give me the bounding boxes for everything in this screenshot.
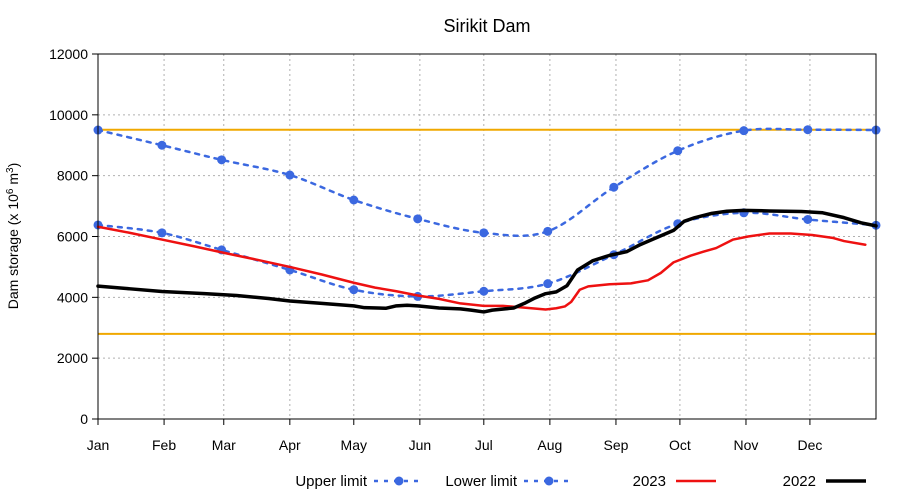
series-point [609,182,619,192]
series-point [803,125,813,135]
series-point [479,286,489,296]
y-axis-label: Dam storage (x 106 m3) [5,163,21,310]
series-point [803,214,813,224]
chart-title: Sirikit Dam [443,16,530,36]
series-point [543,226,553,236]
legend-marker [544,476,554,486]
series-point [673,146,683,156]
y-tick-label: 8000 [57,168,88,184]
legend-label: Upper limit [295,473,368,490]
series-point [479,228,489,238]
legend-label: Lower limit [445,473,518,490]
x-tick-label: Nov [734,437,759,453]
x-tick-label: Dec [797,437,822,453]
x-tick-label: May [341,437,367,453]
y-tick-label: 12000 [49,46,88,62]
series-point [543,279,553,289]
series-line-2023 [96,225,867,311]
series-line-2022 [96,208,878,314]
x-tick-label: Jan [87,437,110,453]
series-point [349,195,359,205]
legend-label: 2022 [783,473,816,490]
x-tick-label: Sep [603,437,628,453]
x-tick-label: Oct [669,437,691,453]
y-tick-label: 6000 [57,229,88,245]
series-point [157,228,167,238]
legend-label: 2023 [633,473,666,490]
series-point [413,214,423,224]
x-tick-label: Apr [279,437,301,453]
y-tick-label: 4000 [57,289,88,305]
series-point [739,126,749,136]
series-point [217,155,227,165]
x-tick-label: Aug [537,437,562,453]
legend-marker [394,476,404,486]
grid [98,54,876,419]
series-point [349,285,359,295]
series-layer [93,125,881,314]
legend: Upper limit Lower limit 2023 2022 [295,473,866,490]
x-tick-label: Jul [475,437,493,453]
x-tick-label: Feb [152,437,176,453]
y-tick-label: 0 [80,411,88,427]
y-tick-label: 2000 [57,350,88,366]
x-tick-label: Mar [212,437,236,453]
axis-ticks: 0 2000 4000 6000 8000 10000 12000 Jan Feb Mar Apr M… [49,46,822,453]
x-tick-label: Jun [409,437,432,453]
series-line-lower-limit [96,211,878,298]
y-tick-label: 10000 [49,107,88,123]
series-point [285,170,295,180]
series-point [157,140,167,150]
series-line-upper-limit [96,127,878,238]
